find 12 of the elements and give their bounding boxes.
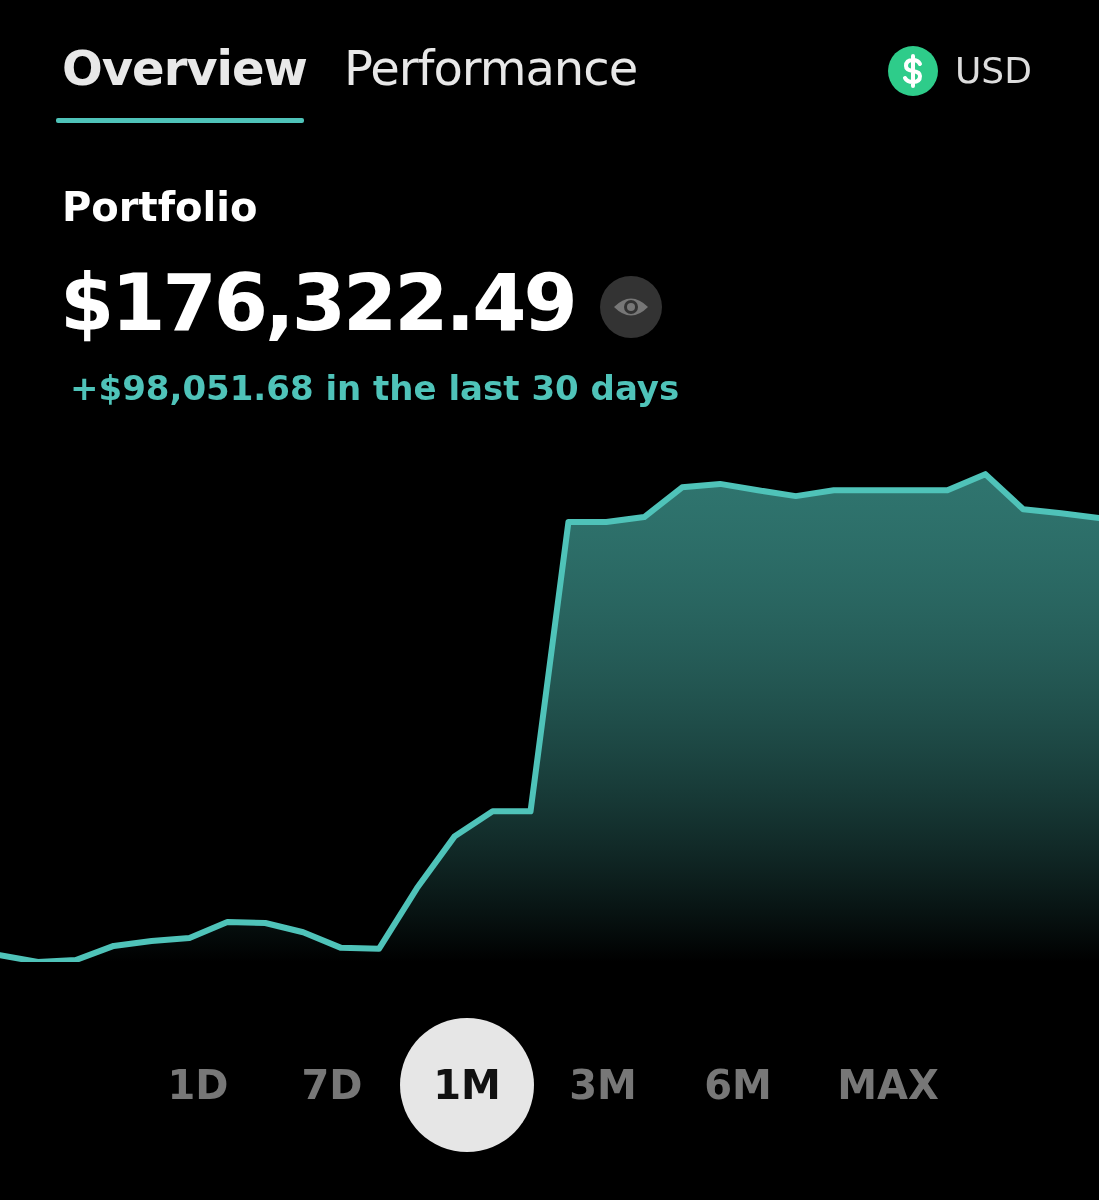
text: 6M: [703, 1061, 773, 1110]
text: 1D: [166, 1061, 230, 1110]
text: 7D: [300, 1061, 364, 1110]
chart-subtitle: +$98,051.68 in the last 30 days: [70, 368, 680, 408]
text: Portfolio: [62, 184, 258, 230]
text: 1M: [400, 1018, 534, 1152]
text: USD: [955, 50, 1032, 91]
text: 3M: [568, 1061, 638, 1110]
text: Overview: [62, 40, 307, 96]
chart-title: $176,322.49: [60, 258, 575, 348]
text: Performance: [344, 40, 638, 96]
text: MAX: [836, 1061, 940, 1110]
